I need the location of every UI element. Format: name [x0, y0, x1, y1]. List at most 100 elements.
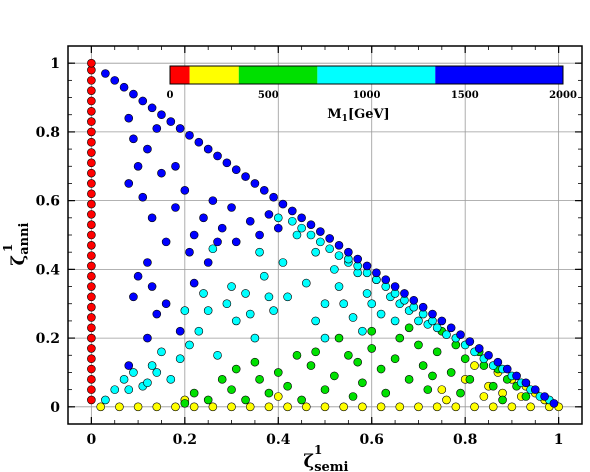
data-point	[325, 234, 334, 243]
data-point	[199, 213, 208, 223]
data-point	[87, 179, 96, 188]
y-tick-labels: 0 0.2 0.4 0.6 0.8 1	[36, 56, 61, 416]
data-point	[87, 395, 96, 405]
data-point	[180, 399, 190, 408]
data-point	[283, 402, 292, 412]
data-point	[287, 216, 297, 226]
data-point	[316, 237, 325, 247]
data-point	[194, 326, 204, 336]
data-point	[348, 392, 358, 401]
data-point	[96, 402, 106, 412]
data-point	[400, 289, 409, 298]
y-tick-label: 0.4	[36, 262, 61, 278]
data-point	[432, 323, 442, 333]
data-point	[269, 192, 278, 202]
data-point	[87, 220, 96, 229]
data-point	[245, 216, 255, 226]
data-point	[189, 402, 199, 412]
y-tick-label: 1	[50, 56, 60, 72]
data-point	[222, 299, 232, 309]
data-point	[87, 292, 96, 302]
data-point	[418, 302, 428, 312]
y-tick-label: 0.6	[36, 194, 60, 210]
data-point	[101, 395, 110, 405]
data-point	[306, 230, 316, 240]
data-point	[442, 395, 451, 405]
data-point	[157, 347, 166, 357]
data-point	[442, 330, 451, 339]
data-point	[264, 402, 274, 412]
data-point	[203, 306, 213, 315]
data-point	[203, 395, 213, 405]
data-point	[87, 58, 96, 68]
data-point	[175, 326, 185, 336]
colorbar-frame	[169, 65, 564, 85]
data-point	[348, 313, 358, 322]
data-point	[245, 309, 255, 319]
data-point	[124, 179, 134, 188]
data-point	[512, 371, 521, 381]
x-axis-title-sup: 1	[314, 443, 322, 457]
data-point	[143, 333, 152, 343]
data-point	[87, 158, 96, 168]
data-point	[390, 282, 400, 291]
data-point	[87, 375, 96, 384]
data-point	[470, 402, 479, 412]
data-point	[129, 292, 138, 302]
data-point	[152, 124, 162, 133]
data-point	[460, 354, 470, 364]
data-point	[418, 361, 428, 370]
data-point	[203, 258, 213, 267]
y-tick-label: 0.8	[36, 125, 60, 141]
data-point	[171, 402, 180, 412]
data-point	[344, 350, 353, 360]
data-point	[87, 106, 96, 116]
data-point	[166, 375, 176, 384]
data-point	[180, 306, 190, 315]
data-point	[199, 289, 208, 298]
data-point	[283, 381, 292, 391]
data-point	[367, 344, 377, 353]
data-point	[110, 76, 120, 85]
data-point	[376, 402, 386, 412]
x-tick-label: 1	[554, 432, 564, 448]
data-point	[381, 388, 391, 398]
data-point	[124, 113, 134, 123]
data-point	[311, 347, 320, 357]
data-point	[292, 350, 302, 360]
data-point	[203, 144, 213, 154]
data-point	[390, 354, 400, 364]
data-point	[404, 323, 414, 333]
data-point	[428, 309, 437, 319]
svg-text:1: 1	[1, 244, 15, 252]
data-point	[87, 199, 96, 209]
x-tick-label: 0.6	[360, 432, 384, 448]
data-point	[208, 244, 218, 254]
data-point	[283, 292, 292, 302]
data-point	[161, 237, 171, 247]
svg-text:ζanni: ζanni	[8, 222, 32, 265]
data-point	[87, 282, 96, 291]
data-point	[231, 165, 241, 175]
data-point	[255, 230, 264, 240]
data-point	[87, 76, 96, 85]
data-point	[87, 127, 96, 137]
data-point	[138, 96, 148, 106]
data-point	[353, 357, 363, 367]
colorbar-title: M1[GeV]	[327, 107, 389, 124]
data-point	[390, 316, 400, 326]
data-point	[306, 220, 316, 229]
y-axis-title: ζanni 1	[1, 222, 32, 265]
data-point	[217, 223, 227, 233]
data-point	[227, 385, 236, 394]
data-point	[161, 299, 171, 309]
data-point	[530, 385, 540, 394]
data-point	[124, 361, 134, 370]
data-point	[302, 278, 311, 288]
data-point	[521, 392, 531, 401]
data-point	[87, 251, 96, 260]
data-point	[451, 402, 461, 412]
data-point	[152, 309, 162, 319]
data-point	[87, 364, 96, 374]
data-point	[259, 271, 269, 281]
